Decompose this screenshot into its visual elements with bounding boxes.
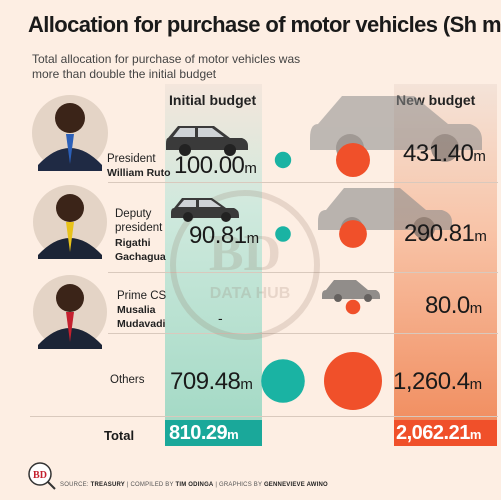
value-initial-deputy-president: 90.81m — [189, 222, 260, 249]
row-divider — [30, 416, 498, 417]
bubble-new-president — [336, 143, 370, 177]
chart-subtitle: Total allocation for purchase of motor v… — [32, 52, 301, 81]
svg-text:BD: BD — [33, 470, 47, 481]
value-new-deputy-president: 290.81m — [404, 220, 487, 247]
bd-data-hub-watermark: BD DATA HUB — [170, 190, 320, 340]
initial-budget-header: Initial budget — [169, 92, 257, 108]
row-divider — [108, 182, 498, 183]
value-initial-president: 100.00m — [174, 152, 257, 179]
row-label-others: Others — [110, 374, 145, 386]
row-divider — [108, 272, 498, 273]
bd-data-hub-logo-icon: BD — [28, 462, 56, 490]
car-icon — [171, 198, 239, 222]
musalia-mudavadi-portrait — [33, 275, 107, 349]
value-new-president: 431.40m — [403, 140, 486, 167]
row-divider — [108, 333, 498, 334]
bubble-new-others — [324, 352, 382, 410]
total-label: Total — [104, 428, 135, 443]
svg-text:BD: BD — [209, 225, 281, 282]
row-label-prime-cs: Prime CS Musalia Mudavadi — [117, 290, 167, 330]
row-label-deputy-president: Deputy president Rigathi Gachagua — [115, 208, 166, 263]
bubble-new-prime-cs — [345, 299, 361, 315]
chart-title: Allocation for purchase of motor vehicle… — [28, 12, 501, 37]
svg-text:DATA HUB: DATA HUB — [210, 285, 291, 302]
total-new: 2,062.21m — [394, 420, 497, 446]
value-initial-prime-cs: - — [218, 310, 223, 326]
rigathi-gachagua-portrait — [33, 185, 107, 259]
bubble-initial-others — [261, 359, 305, 403]
value-new-others: 1,260.4m — [393, 368, 483, 395]
bubble-initial-deputy-president — [275, 226, 291, 242]
total-initial: 810.29m — [165, 420, 262, 446]
bubble-layer — [261, 143, 382, 410]
william-ruto-portrait — [32, 95, 108, 171]
car-icon — [166, 126, 248, 156]
bubble-new-deputy-president — [339, 220, 367, 248]
footer-credits: SOURCE: TREASURY | COMPILED BY TIM ODING… — [60, 482, 328, 488]
car-icon — [322, 280, 380, 302]
bubble-initial-president — [274, 151, 292, 169]
value-initial-others: 709.48m — [170, 368, 253, 395]
value-new-prime-cs: 80.0m — [425, 292, 483, 319]
row-label-president: President William Ruto — [107, 153, 171, 179]
